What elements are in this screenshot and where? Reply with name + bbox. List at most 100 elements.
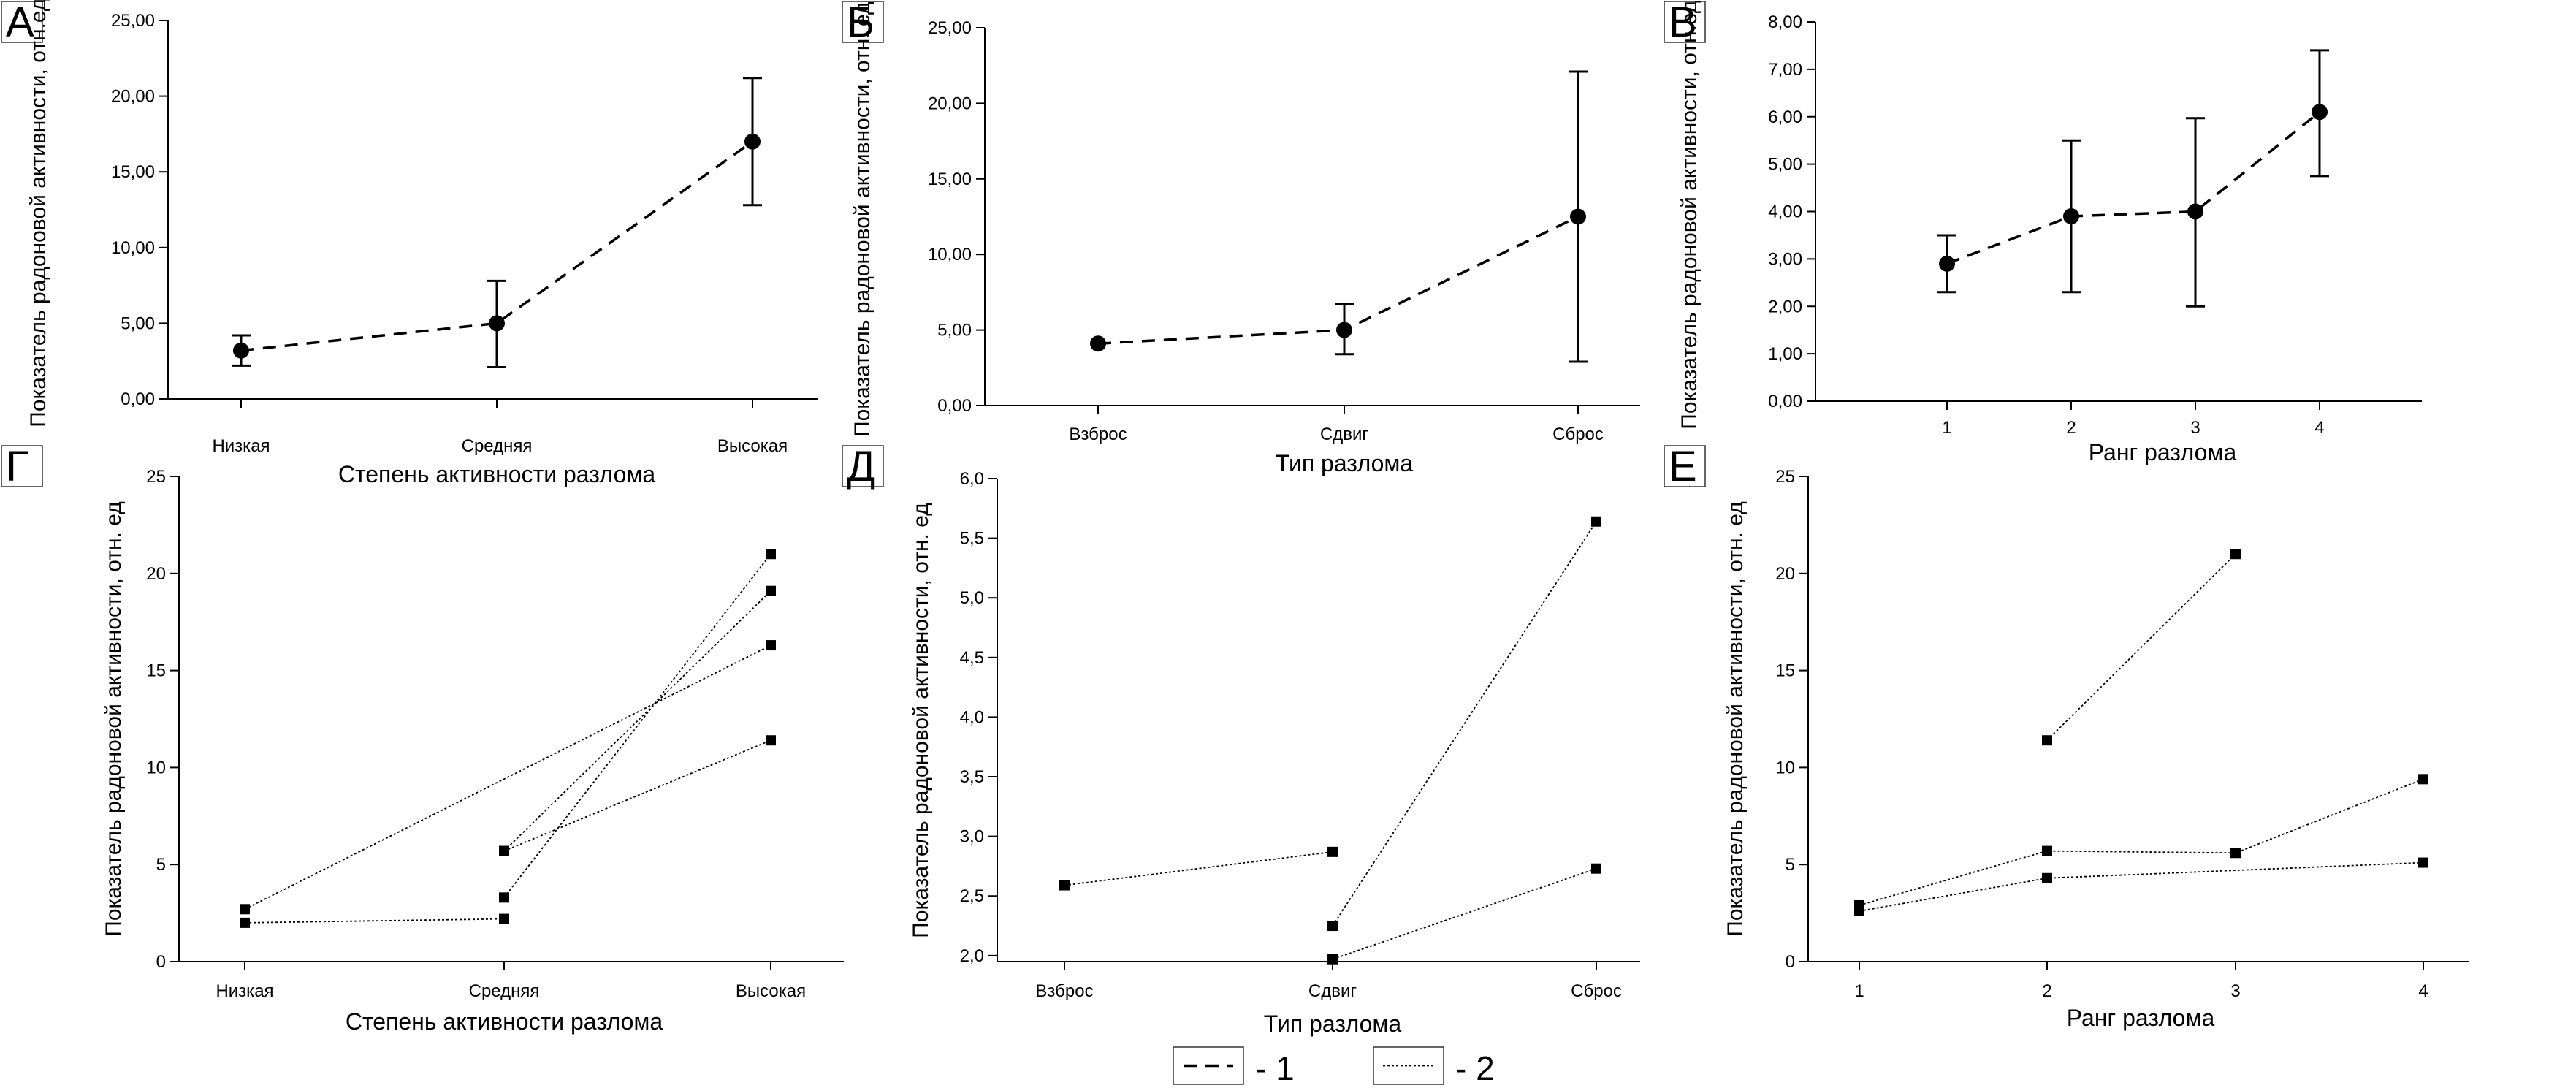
data-point: [766, 549, 776, 560]
y-tick-label: 20: [146, 564, 166, 584]
legend: - 1 - 2: [1173, 1046, 1495, 1087]
x-tick-label: 4: [2418, 981, 2428, 1001]
y-tick-label: 25: [1775, 467, 1795, 487]
data-point: [1090, 335, 1106, 352]
series-line: [1097, 215, 1579, 345]
y-tick-label: 8,00: [1768, 12, 1802, 32]
y-axis-title: Показатель радоновой активности, отн.ед.: [26, 0, 50, 427]
legend-item-1: - 1: [1173, 1046, 1295, 1087]
y-tick-label: 20,00: [111, 87, 155, 107]
data-point: [2418, 774, 2428, 785]
series-line: [1859, 861, 2424, 912]
data-point: [2063, 208, 2079, 224]
y-axis-title: Показатель радоновой активности, отн. ед: [1723, 501, 1748, 936]
x-tick-label: Взброс: [1035, 981, 1093, 1001]
y-tick-label: 4,5: [960, 648, 984, 668]
series-line: [503, 739, 771, 852]
data-point: [240, 904, 250, 915]
y-tick-label: 15: [1775, 661, 1795, 681]
x-tick-label: Высокая: [717, 436, 788, 456]
y-tick-label: 3,00: [1768, 249, 1802, 269]
series-line: [1946, 110, 2321, 265]
data-point: [1854, 905, 1864, 916]
data-point: [2042, 845, 2052, 856]
y-tick-label: 15,00: [111, 162, 155, 182]
data-point: [2312, 104, 2328, 121]
data-point: [1570, 208, 1586, 225]
data-point: [2230, 549, 2241, 560]
y-tick-label: 2,0: [960, 946, 984, 966]
y-tick-label: 4,0: [960, 707, 984, 727]
y-axis-title: Показатель радоновой активности, отн. ед: [102, 501, 126, 936]
series-line: [1859, 778, 2424, 906]
x-tick-label: Сдвиг: [1320, 425, 1368, 444]
data-point: [240, 917, 250, 928]
panel-6: Е 0 5 10 15 20 25 1 2 3 4 Ранг разлома Показатель ра…: [1664, 443, 2469, 1031]
panel-letter: Д: [847, 443, 875, 490]
data-point: [1327, 954, 1338, 965]
y-tick-label: 2,00: [1768, 297, 1802, 316]
data-point: [233, 342, 249, 359]
y-tick-label: 1,00: [1768, 344, 1802, 364]
x-tick-label: Низкая: [212, 436, 270, 456]
panel-letter: В: [1669, 0, 1697, 46]
panel-letter-box: [842, 1, 884, 43]
x-axis-title: Ранг разлома: [2089, 439, 2237, 465]
y-tick-label: 4,00: [1768, 202, 1802, 222]
x-axis-title: Тип разлома: [1264, 1011, 1402, 1037]
x-tick-label: Взброс: [1069, 425, 1127, 444]
y-tick-label: 6,00: [1768, 107, 1802, 127]
y-tick-label: 10: [1775, 758, 1795, 777]
series-line: [503, 553, 771, 898]
data-point: [1059, 880, 1070, 891]
x-tick-label: Сброс: [1571, 981, 1622, 1001]
y-tick-label: 15: [146, 661, 166, 681]
y-tick-label: 3,5: [960, 767, 984, 787]
x-axis-title: Степень активности разлома: [346, 1008, 663, 1035]
legend-label: - 2: [1455, 1049, 1495, 1087]
data-point: [766, 735, 776, 746]
y-tick-label: 5: [1786, 855, 1795, 875]
data-point: [1327, 921, 1338, 932]
legend-swatch-box: [1373, 1046, 1444, 1085]
x-tick-label: Низкая: [216, 981, 273, 1001]
x-tick-label: 2: [2042, 981, 2051, 1001]
y-tick-label: 5,00: [1768, 155, 1802, 175]
x-tick-label: 4: [2314, 418, 2324, 438]
x-tick-label: 2: [2066, 418, 2076, 438]
data-point: [744, 133, 761, 150]
data-point: [2230, 848, 2241, 859]
series-line: [244, 918, 505, 924]
series-line: [2046, 553, 2236, 741]
y-tick-label: 5: [156, 855, 166, 875]
series-line: [1064, 851, 1333, 886]
series-line: [503, 590, 771, 852]
data-point: [2042, 735, 2052, 746]
panel-letter-box: [1, 1, 43, 43]
y-tick-label: 25: [146, 467, 166, 487]
legend-label: - 1: [1255, 1049, 1295, 1087]
y-tick-label: 6,0: [960, 469, 984, 489]
data-point: [489, 315, 505, 332]
x-tick-label: Сдвиг: [1308, 981, 1357, 1001]
y-tick-label: 20: [1775, 564, 1795, 584]
y-tick-label: 10,00: [111, 238, 155, 258]
series-line: [1332, 867, 1597, 960]
legend-swatch-box: [1173, 1046, 1244, 1085]
y-axis-title: Показатель радоновой активности, отн. ед: [909, 503, 933, 937]
y-tick-label: 0: [1786, 952, 1795, 972]
data-point: [2042, 872, 2052, 883]
y-tick-label: 10: [146, 758, 166, 777]
y-tick-label: 15,00: [928, 170, 972, 189]
panel-letter: Е: [1669, 443, 1697, 490]
y-tick-label: 5,5: [960, 529, 984, 549]
data-point: [499, 913, 509, 924]
data-point: [1327, 846, 1338, 857]
data-point: [2187, 203, 2203, 220]
y-tick-label: 10,00: [928, 245, 972, 265]
panel-letter: Г: [6, 443, 28, 490]
y-tick-label: 3,0: [960, 827, 984, 847]
x-axis-title: Ранг разлома: [2067, 1005, 2215, 1031]
panel-1: А 0,00 5,00 10,00 15,00 20,00 25,00 Низкая Средн…: [1, 0, 818, 487]
